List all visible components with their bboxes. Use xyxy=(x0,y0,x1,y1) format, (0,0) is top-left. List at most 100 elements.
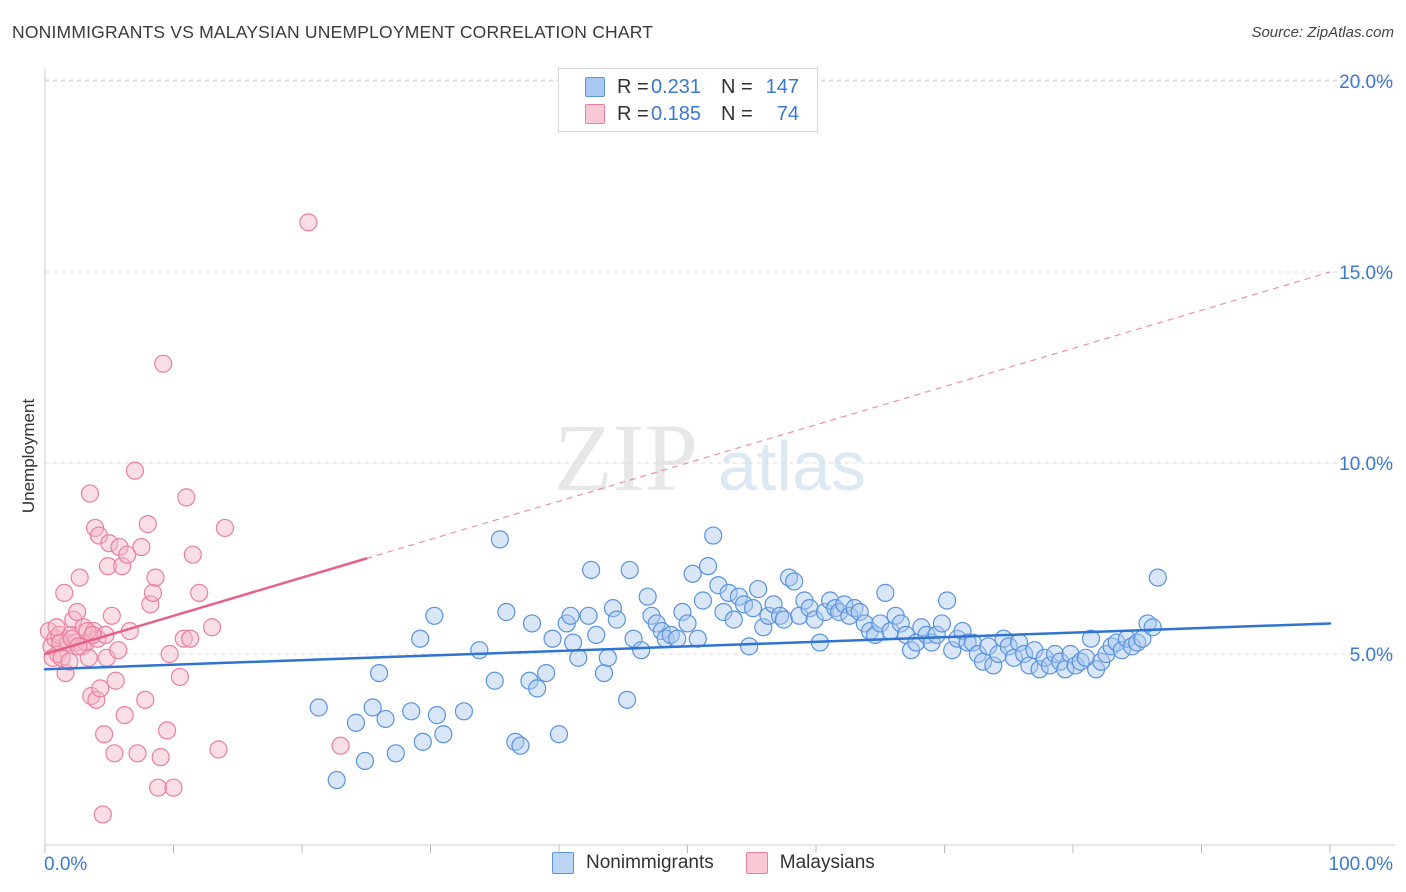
n-label: N = xyxy=(721,102,753,125)
nonimmigrants-point xyxy=(309,698,328,717)
nonimmigrants-point xyxy=(543,629,562,648)
malaysians-point xyxy=(177,488,196,507)
nonimmigrants-point xyxy=(943,641,962,660)
nonimmigrants-point xyxy=(402,702,421,721)
nonimmigrants-point xyxy=(850,602,869,622)
nonimmigrants-point xyxy=(891,614,910,633)
malaysians-point xyxy=(98,557,118,576)
legend-label-malaysians: Malaysians xyxy=(779,852,875,873)
nonimmigrants-point xyxy=(984,656,1003,675)
nonimmigrants-point xyxy=(1015,644,1034,664)
r-label: R = xyxy=(617,102,649,125)
nonimmigrants-point xyxy=(598,648,617,667)
malaysians-point xyxy=(70,568,89,587)
nonimmigrants-point xyxy=(520,671,539,690)
nonimmigrants-point xyxy=(522,614,542,633)
watermark-zip: ZIP xyxy=(554,404,698,511)
nonimmigrants-point xyxy=(800,599,819,618)
malaysians-point xyxy=(215,518,234,538)
malaysians-point xyxy=(141,595,160,614)
legend-swatch-pink xyxy=(745,852,768,874)
malaysians-point xyxy=(157,721,177,740)
malaysians-point xyxy=(299,213,318,232)
malaysians-point xyxy=(95,725,114,744)
legend-swatch-pink xyxy=(585,104,605,124)
malaysians-point xyxy=(60,652,79,671)
malaysians-point xyxy=(55,583,74,602)
trend-lines xyxy=(43,271,1332,671)
grid-lines xyxy=(45,79,1395,655)
nonimmigrants-point xyxy=(709,576,728,595)
n-value: 74 xyxy=(776,102,799,125)
nonimmigrants-point xyxy=(1061,644,1080,664)
nonimmigrants-point xyxy=(327,770,346,790)
nonimmigrants-point xyxy=(749,579,768,599)
nonimmigrants-point xyxy=(582,560,601,580)
legend-label-nonimmigrants: Nonimmigrants xyxy=(586,852,714,873)
malaysians-point xyxy=(80,484,100,503)
malaysians-point xyxy=(151,748,170,767)
nonimmigrants-point xyxy=(470,641,489,660)
nonimmigrants-point xyxy=(1112,641,1131,660)
malaysians-point xyxy=(154,354,173,373)
legend-swatch-blue xyxy=(585,77,605,97)
nonimmigrants-point xyxy=(740,637,759,656)
x-tick-label: 0.0% xyxy=(44,854,87,875)
malaysians-point xyxy=(170,667,190,687)
nonimmigrants-point xyxy=(561,606,580,625)
stats-legend: R = 0.231 N = 147 R = 0.185 N = 74 xyxy=(558,68,818,132)
nonimmigrants-point xyxy=(564,633,583,652)
nonimmigrants-point xyxy=(693,591,713,610)
nonimmigrants-point xyxy=(1025,641,1044,660)
y-tick-label: 5.0% xyxy=(1350,645,1393,666)
nonimmigrants-point xyxy=(587,625,606,645)
y-tick-label: 15.0% xyxy=(1339,263,1393,284)
legend-item-nonimmigrants: Nonimmigrants xyxy=(552,852,714,874)
r-value: 0.231 xyxy=(651,75,702,98)
malaysians-point xyxy=(160,644,179,664)
malaysians-point xyxy=(128,744,147,763)
nonimmigrants-point xyxy=(979,637,998,656)
nonimmigrants-point xyxy=(434,725,453,744)
malaysians-point xyxy=(190,583,209,602)
y-tick-label: 20.0% xyxy=(1339,72,1393,93)
tick-labels: 5.0% 10.0% 15.0% 20.0% 0.0% 100.0% xyxy=(44,72,1393,875)
nonimmigrants-point xyxy=(528,679,547,698)
malaysians-point xyxy=(51,633,70,652)
nonimmigrants-point xyxy=(714,602,733,622)
nonimmigrants-point xyxy=(764,595,783,614)
nonimmigrants-point xyxy=(805,610,824,629)
malaysians-trend-extension xyxy=(366,271,1331,560)
nonimmigrants-point xyxy=(427,706,447,725)
legend-row-nonimmigrants: R = 0.231 N = 147 xyxy=(585,74,799,100)
nonimmigrants-point xyxy=(497,602,516,622)
nonimmigrants-point xyxy=(937,591,957,610)
nonimmigrants-point xyxy=(618,690,637,709)
malaysians-point xyxy=(136,690,155,709)
nonimmigrants-point xyxy=(620,560,639,580)
malaysians-point xyxy=(125,461,145,480)
malaysians-point xyxy=(109,641,128,660)
malaysians-point xyxy=(181,629,200,648)
malaysians-point xyxy=(132,537,151,557)
y-tick-label: 10.0% xyxy=(1339,454,1393,475)
nonimmigrants-point xyxy=(754,618,773,637)
malaysians-point xyxy=(79,648,98,667)
watermark: ZIP atlas xyxy=(554,404,866,511)
nonimmigrants-trend-line xyxy=(43,622,1332,671)
nonimmigrants-point xyxy=(719,583,738,602)
series-legend: Nonimmigrants Malaysians xyxy=(552,852,907,874)
malaysians-point xyxy=(146,568,165,587)
nonimmigrants-point xyxy=(678,614,697,633)
nonimmigrants-point xyxy=(638,587,657,606)
nonimmigrants-point xyxy=(346,713,366,732)
malaysians-point xyxy=(47,618,66,637)
nonimmigrants-point xyxy=(490,530,509,549)
nonimmigrants-point xyxy=(485,671,504,690)
malaysians-point xyxy=(115,706,134,725)
nonimmigrants-point xyxy=(603,599,623,618)
nonimmigrants-point xyxy=(698,557,718,576)
x-tick-label: 100.0% xyxy=(1329,854,1394,875)
malaysians-point xyxy=(209,740,228,759)
